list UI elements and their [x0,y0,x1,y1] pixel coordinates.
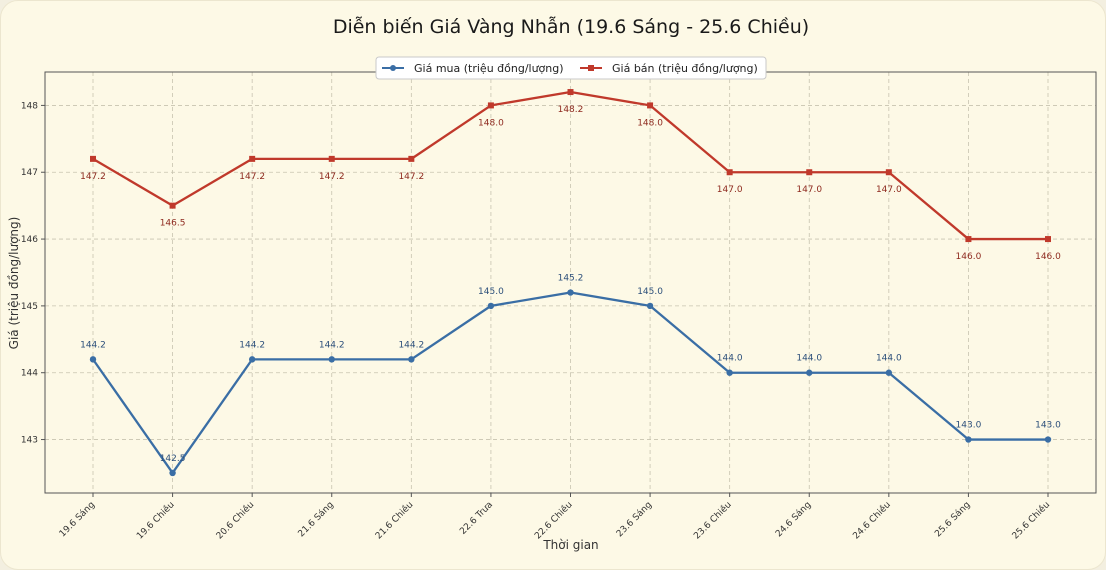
data-label: 144.2 [80,340,106,350]
data-label: 144.2 [239,340,265,350]
legend-buy-label: Giá mua (triệu đồng/lượng) [414,62,564,75]
data-point [408,155,415,162]
y-tick-label: 148 [21,101,38,111]
data-point [90,155,96,162]
data-point [726,369,733,376]
x-axis: 19.6 Sáng 19.6 Chiều 20.6 Chiều 21.6 Sáng 21… [58,493,1052,542]
legend-sell-label: Giá bán (triệu đồng/lượng) [612,62,758,75]
data-label: 144.2 [319,340,345,350]
y-tick-label: 145 [21,302,38,312]
data-point [89,356,97,363]
data-point [965,436,972,443]
data-label: 147.0 [717,185,743,195]
data-label: 147.0 [876,185,902,195]
data-point [806,369,813,376]
y-axis: 143 144 145 146 147 148 [21,101,45,446]
data-label: 147.2 [398,172,424,182]
data-label: 144.0 [796,354,822,364]
data-point [248,356,256,363]
data-point [806,169,813,176]
data-label: 146.0 [1035,252,1061,262]
x-tick-label: 22.6 Trưa [458,500,495,537]
data-point [328,155,335,162]
data-point [646,302,654,310]
data-label: 147.2 [80,172,106,182]
legend-sell-marker [588,65,594,71]
x-tick-label: 25.6 Chiều [1010,499,1052,541]
data-label: 148.2 [558,105,584,115]
data-label: 143.0 [956,421,982,431]
data-label: 145.2 [558,274,584,284]
y-axis-label: Giá (triệu đồng/lượng) [7,217,21,350]
data-label: 144.0 [876,354,902,364]
x-tick-label: 24.6 Chiều [851,499,893,541]
data-label: 145.0 [637,287,663,297]
data-label: 144.2 [398,340,424,350]
data-label: 148.0 [637,118,663,128]
x-tick-label: 19.6 Sáng [58,500,97,539]
data-point [885,369,893,376]
data-point [1045,236,1051,243]
data-point [965,236,972,243]
data-label: 143.0 [1035,421,1061,431]
data-label: 147.2 [319,172,345,182]
data-point [567,89,574,96]
data-point [487,302,495,310]
data-label: 147.0 [796,185,822,195]
x-tick-label: 21.6 Sáng [297,500,336,539]
legend: Giá mua (triệu đồng/lượng) Giá bán (triệ… [375,56,767,80]
series-layer: 144.2 142.5 144.2 144.2 144.2 145.0 145.2 145.0… [80,89,1061,477]
data-point [169,202,176,209]
data-point [1044,436,1052,443]
x-tick-label: 24.6 Sáng [774,500,813,539]
data-point [726,169,733,176]
chart-title: Diễn biến Giá Vàng Nhẫn (19.6 Sáng - 25.… [333,15,809,38]
legend-buy-marker [390,65,396,71]
data-point [567,289,574,296]
data-point [249,155,256,162]
data-label: 145.0 [478,287,504,297]
grid [45,72,1096,493]
y-tick-label: 147 [21,168,38,178]
y-tick-label: 146 [21,235,38,245]
x-tick-label: 23.6 Chiều [692,499,734,541]
data-point [408,356,415,363]
data-label: 146.0 [956,252,982,262]
data-label: 144.0 [717,354,743,364]
data-label: 147.2 [239,172,265,182]
data-label: 146.5 [160,219,186,229]
data-label: 148.0 [478,118,504,128]
data-point [487,102,494,109]
x-tick-label: 23.6 Sáng [615,500,654,539]
x-tick-label: 19.6 Chiều [135,499,177,541]
x-tick-label: 22.6 Chiều [532,499,574,541]
data-point [169,469,176,477]
data-point [328,356,335,363]
x-tick-label: 20.6 Chiều [214,499,256,541]
legend-box [375,56,767,80]
y-tick-label: 143 [21,436,38,446]
x-axis-label: Thời gian [542,538,598,552]
y-tick-label: 144 [21,369,38,379]
data-point [647,102,654,109]
x-tick-label: 21.6 Chiều [373,499,415,541]
data-point [885,169,892,176]
data-label: 142.5 [160,454,186,464]
x-tick-label: 25.6 Sáng [933,500,972,539]
